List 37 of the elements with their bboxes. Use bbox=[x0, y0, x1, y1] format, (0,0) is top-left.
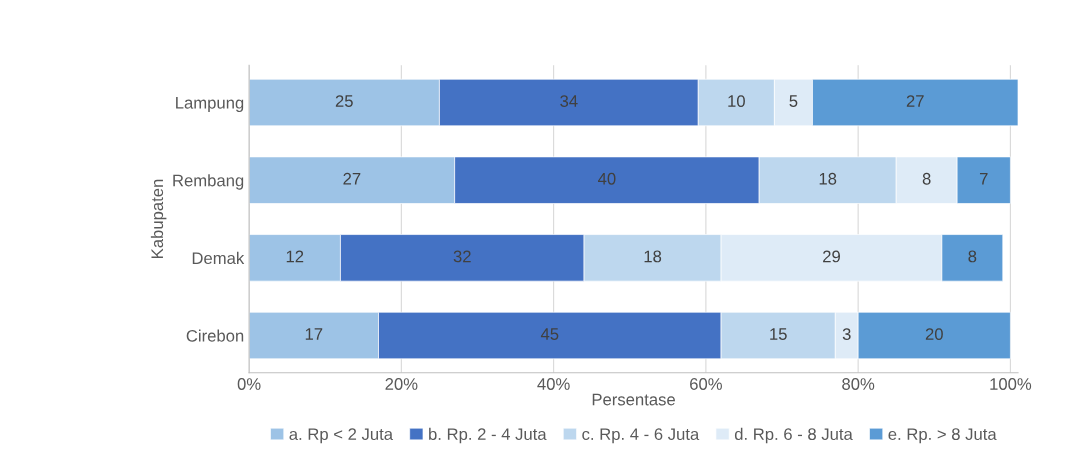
data-label: 34 bbox=[560, 95, 578, 107]
data-label: 40 bbox=[598, 172, 616, 185]
y-tick-label: Demak bbox=[192, 251, 245, 265]
data-label: 27 bbox=[343, 172, 361, 185]
legend-label: d. Rp. 6 - 8 Juta bbox=[734, 427, 853, 444]
x-tick-label: 80% bbox=[842, 378, 875, 390]
legend-label: c. Rp. 4 - 6 Juta bbox=[582, 428, 700, 444]
data-label: 8 bbox=[968, 250, 977, 263]
data-label: 3 bbox=[842, 328, 851, 340]
data-label: 17 bbox=[305, 328, 323, 340]
data-label: 5 bbox=[789, 95, 798, 107]
x-tick-label: 40% bbox=[537, 378, 570, 390]
x-axis-title: Persentase bbox=[592, 393, 675, 406]
legend-label: a. Rp < 2 Juta bbox=[289, 428, 394, 444]
data-label: 18 bbox=[644, 250, 662, 263]
y-axis-title: Kabupaten bbox=[150, 179, 167, 258]
x-tick-label: 100% bbox=[990, 378, 1032, 390]
x-tick-label: 0% bbox=[237, 378, 261, 390]
data-label: 29 bbox=[823, 250, 840, 263]
data-label: 32 bbox=[453, 250, 471, 263]
x-tick-label: 20% bbox=[385, 378, 418, 390]
legend-label: e. Rp. > 8 Juta bbox=[888, 428, 997, 444]
data-label: 25 bbox=[335, 95, 353, 107]
data-label: 18 bbox=[819, 172, 837, 185]
data-label: 7 bbox=[979, 173, 988, 185]
data-label: 45 bbox=[540, 328, 559, 340]
data-label: 20 bbox=[925, 328, 943, 340]
data-label: 27 bbox=[906, 95, 924, 107]
legend-label: b. Rp. 2 - 4 Juta bbox=[429, 427, 547, 444]
y-tick-label: Cirebon bbox=[186, 329, 244, 342]
data-label: 8 bbox=[922, 172, 931, 185]
data-label: 10 bbox=[728, 95, 745, 107]
data-label: 12 bbox=[286, 250, 304, 263]
data-label: 15 bbox=[770, 328, 787, 340]
x-tick-label: 60% bbox=[690, 378, 722, 390]
y-tick-label: Rembang bbox=[173, 174, 244, 190]
y-tick-label: Lampung bbox=[176, 97, 244, 113]
